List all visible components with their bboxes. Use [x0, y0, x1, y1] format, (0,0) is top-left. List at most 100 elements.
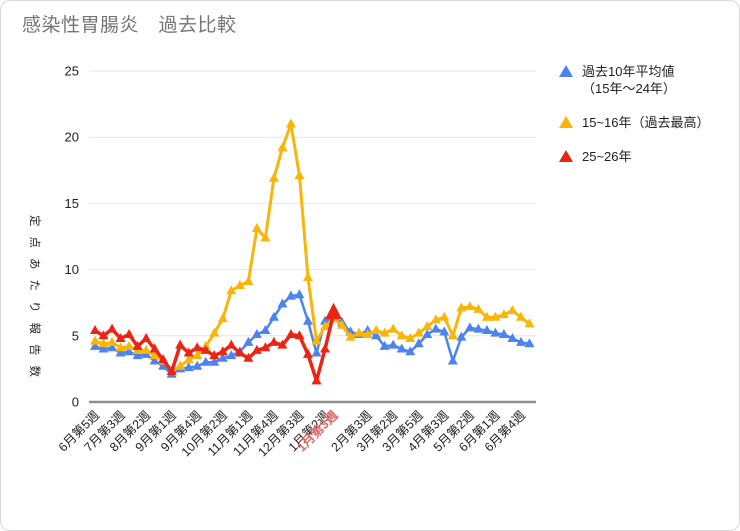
legend-label-line2: （15年～24年）	[582, 81, 676, 96]
series-marker	[115, 332, 126, 342]
series-marker	[302, 348, 313, 358]
series-marker	[396, 343, 407, 353]
series-marker	[209, 327, 220, 337]
series-marker	[124, 340, 135, 350]
series-marker	[251, 328, 262, 338]
series-marker	[209, 356, 220, 366]
series-marker	[98, 338, 109, 348]
y-tick-label: 20	[65, 130, 79, 145]
series-marker	[141, 332, 152, 342]
series-marker	[158, 354, 169, 364]
series-marker	[447, 330, 458, 340]
series-marker	[371, 330, 382, 340]
series-marker	[456, 331, 467, 341]
series-marker	[524, 318, 535, 328]
legend-label: 過去10年平均値 （15年～24年）	[582, 63, 676, 97]
series-marker	[98, 330, 109, 340]
series-marker	[243, 352, 254, 362]
series-marker	[260, 342, 271, 352]
series-marker	[132, 340, 143, 350]
series-marker	[285, 118, 296, 128]
series-marker	[345, 331, 356, 341]
series-marker	[320, 343, 331, 353]
series-marker	[217, 313, 228, 323]
series-marker	[268, 172, 279, 182]
series-marker	[311, 347, 322, 357]
legend-item-10yr-average[interactable]: 過去10年平均値 （15年～24年）	[559, 63, 710, 97]
series-marker	[481, 311, 492, 321]
series-marker	[456, 302, 467, 312]
series-marker	[90, 340, 100, 350]
series-marker	[422, 328, 433, 338]
series-marker	[200, 344, 211, 354]
series-marker	[90, 325, 100, 335]
series-marker	[379, 340, 390, 350]
series-marker	[132, 350, 143, 360]
series-marker	[226, 350, 237, 360]
series-marker	[234, 347, 245, 357]
series-marker	[124, 328, 135, 338]
series-marker	[260, 325, 271, 335]
series-marker	[107, 342, 118, 352]
series-marker	[388, 339, 399, 349]
series-marker	[243, 276, 254, 286]
series-marker	[430, 314, 441, 324]
series-marker	[379, 327, 390, 337]
series-marker	[439, 311, 450, 321]
series-marker	[388, 323, 399, 333]
legend-label-line1: 過去10年平均値	[582, 64, 675, 79]
series-marker	[115, 347, 126, 357]
series-marker	[507, 305, 518, 315]
series-marker	[464, 322, 475, 332]
series-marker	[490, 311, 501, 321]
series-marker	[175, 360, 186, 370]
series-marker	[107, 336, 118, 346]
legend-item-15-16-season[interactable]: 15~16年（過去最高）	[559, 114, 710, 131]
series-marker	[192, 350, 203, 360]
series-marker	[302, 315, 313, 325]
series-marker	[294, 330, 305, 340]
legend-label-line1: 15~16年（過去最高）	[582, 115, 710, 130]
series-marker	[320, 321, 331, 331]
series-marker	[217, 346, 228, 356]
series-marker	[405, 332, 416, 342]
series-marker	[464, 301, 475, 311]
series-marker	[473, 323, 484, 333]
chart-legend: 過去10年平均値 （15年～24年） 15~16年（過去最高） 25~26年	[559, 63, 710, 182]
series-marker	[192, 342, 203, 352]
series-marker	[277, 298, 288, 308]
series-marker	[311, 335, 322, 345]
series-marker	[175, 339, 186, 349]
triangle-marker-icon	[559, 150, 573, 162]
series-marker	[98, 343, 109, 353]
series-marker	[183, 354, 194, 364]
series-marker	[149, 355, 160, 365]
series-marker	[498, 328, 509, 338]
series-marker	[285, 328, 296, 338]
series-marker	[149, 343, 160, 353]
series-marker	[226, 285, 237, 295]
series-marker	[183, 347, 194, 357]
series-marker	[311, 375, 322, 385]
series-marker	[481, 325, 492, 335]
series-marker-latest	[325, 302, 343, 320]
series-marker	[354, 327, 365, 337]
series-marker	[396, 330, 407, 340]
series-marker	[183, 362, 194, 372]
series-marker	[251, 344, 262, 354]
y-axis-title: 定点あたり報告数	[28, 215, 42, 387]
y-tick-label: 10	[65, 262, 79, 277]
series-marker	[430, 323, 441, 333]
series-marker	[439, 326, 450, 336]
series-marker	[166, 366, 177, 376]
series-marker	[277, 339, 288, 349]
series-marker	[362, 328, 373, 338]
series-marker	[371, 325, 382, 335]
legend-label: 15~16年（過去最高）	[582, 114, 710, 131]
series-marker	[277, 142, 288, 152]
legend-item-25-26-season[interactable]: 25~26年	[559, 148, 710, 165]
y-tick-label: 25	[65, 64, 79, 79]
series-marker	[192, 360, 203, 370]
